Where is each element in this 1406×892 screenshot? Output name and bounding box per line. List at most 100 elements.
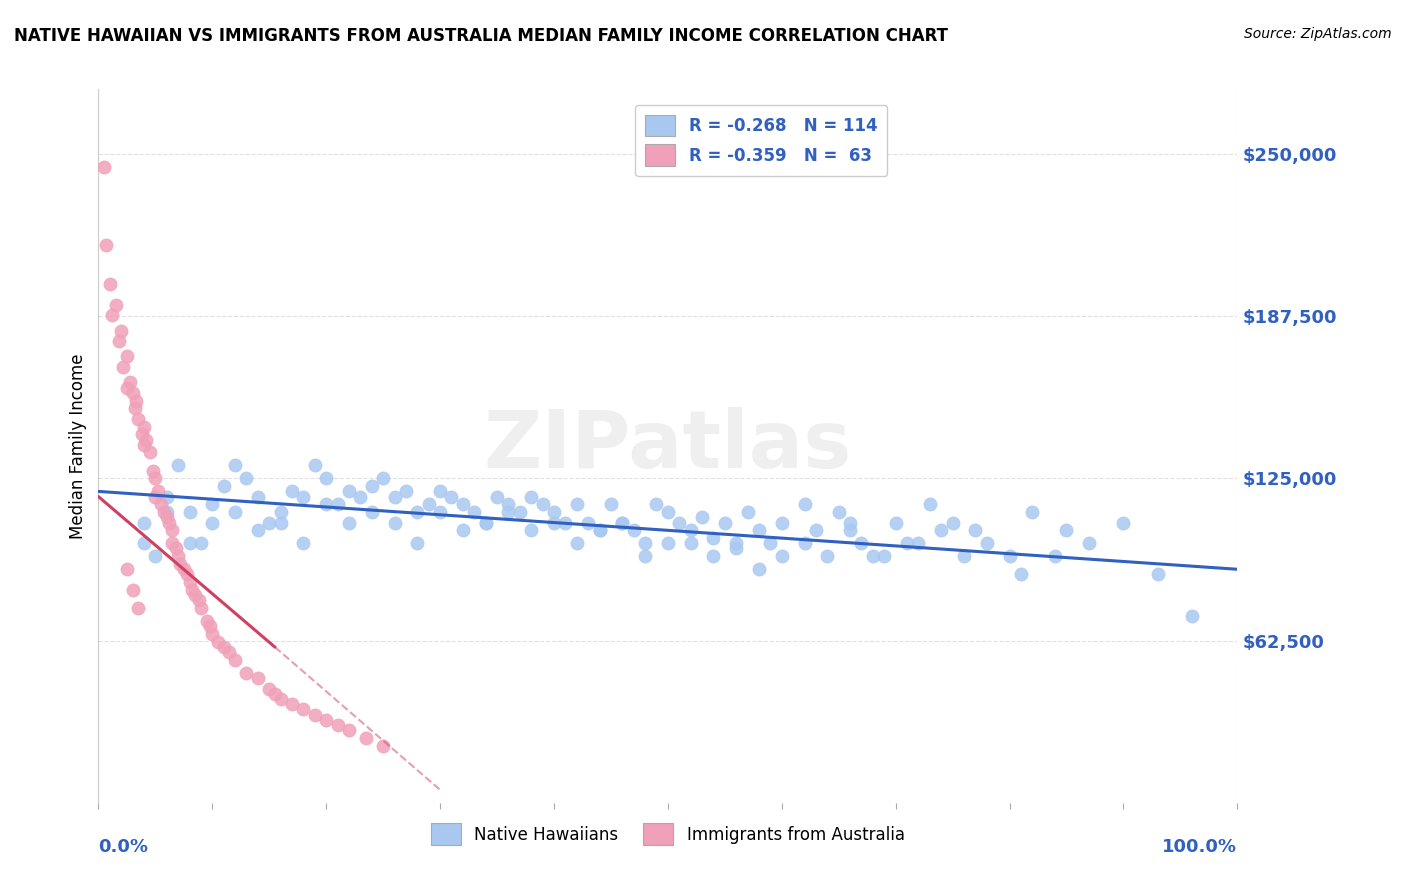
Point — [156, 505, 179, 519]
Point — [406, 505, 429, 519]
Point — [1181, 609, 1204, 624]
Point — [246, 524, 269, 538]
Point — [337, 484, 360, 499]
Point — [212, 479, 235, 493]
Point — [451, 524, 474, 538]
Point — [326, 718, 349, 732]
Point — [132, 536, 155, 550]
Point — [565, 536, 588, 550]
Point — [588, 524, 610, 538]
Point — [543, 505, 565, 519]
Point — [259, 516, 281, 530]
Point — [793, 536, 815, 550]
Point — [270, 692, 292, 706]
Point — [1112, 516, 1135, 530]
Point — [157, 516, 180, 530]
Point — [195, 614, 218, 628]
Point — [384, 490, 406, 504]
Point — [167, 549, 190, 564]
Text: 100.0%: 100.0% — [1163, 838, 1237, 856]
Point — [201, 497, 224, 511]
Point — [190, 536, 212, 550]
Point — [115, 562, 138, 576]
Point — [976, 536, 998, 550]
Point — [246, 671, 269, 685]
Point — [702, 531, 724, 545]
Point — [98, 277, 121, 291]
Point — [384, 516, 406, 530]
Point — [623, 524, 645, 538]
Point — [150, 497, 173, 511]
Point — [132, 438, 155, 452]
Point — [162, 536, 184, 550]
Text: ZIPatlas: ZIPatlas — [484, 407, 852, 485]
Point — [1146, 567, 1168, 582]
Point — [156, 490, 179, 504]
Point — [486, 490, 509, 504]
Point — [998, 549, 1021, 564]
Point — [315, 713, 337, 727]
Point — [714, 516, 737, 530]
Point — [292, 490, 315, 504]
Point — [725, 536, 748, 550]
Point — [851, 536, 873, 550]
Point — [360, 479, 382, 493]
Point — [896, 536, 918, 550]
Point — [645, 497, 668, 511]
Point — [565, 497, 588, 511]
Point — [474, 516, 496, 530]
Point — [815, 549, 838, 564]
Point — [201, 516, 224, 530]
Point — [406, 536, 429, 550]
Point — [884, 516, 907, 530]
Point — [371, 471, 394, 485]
Point — [520, 490, 543, 504]
Point — [737, 505, 759, 519]
Point — [965, 524, 987, 538]
Point — [145, 471, 167, 485]
Point — [156, 510, 179, 524]
Point — [929, 524, 952, 538]
Point — [576, 516, 599, 530]
Point — [1078, 536, 1101, 550]
Point — [132, 419, 155, 434]
Point — [942, 516, 965, 530]
Point — [108, 334, 131, 348]
Point — [953, 549, 976, 564]
Point — [176, 567, 198, 582]
Point — [463, 505, 485, 519]
Point — [270, 505, 292, 519]
Point — [315, 497, 337, 511]
Point — [498, 497, 520, 511]
Point — [554, 516, 576, 530]
Point — [121, 385, 143, 400]
Point — [1021, 505, 1043, 519]
Point — [429, 505, 451, 519]
Point — [270, 516, 292, 530]
Point — [173, 562, 195, 576]
Point — [588, 524, 610, 538]
Point — [748, 524, 770, 538]
Point — [115, 350, 138, 364]
Point — [135, 433, 157, 447]
Point — [337, 723, 360, 738]
Point — [132, 516, 155, 530]
Point — [509, 505, 531, 519]
Point — [634, 536, 657, 550]
Point — [793, 497, 815, 511]
Point — [702, 549, 724, 564]
Point — [131, 427, 153, 442]
Point — [690, 510, 713, 524]
Point — [770, 549, 793, 564]
Point — [839, 524, 862, 538]
Point — [600, 497, 623, 511]
Point — [612, 516, 634, 530]
Point — [354, 731, 377, 745]
Point — [770, 516, 793, 530]
Point — [184, 588, 207, 602]
Point — [451, 497, 474, 511]
Point — [264, 687, 287, 701]
Point — [127, 601, 149, 615]
Point — [839, 516, 862, 530]
Point — [304, 458, 326, 473]
